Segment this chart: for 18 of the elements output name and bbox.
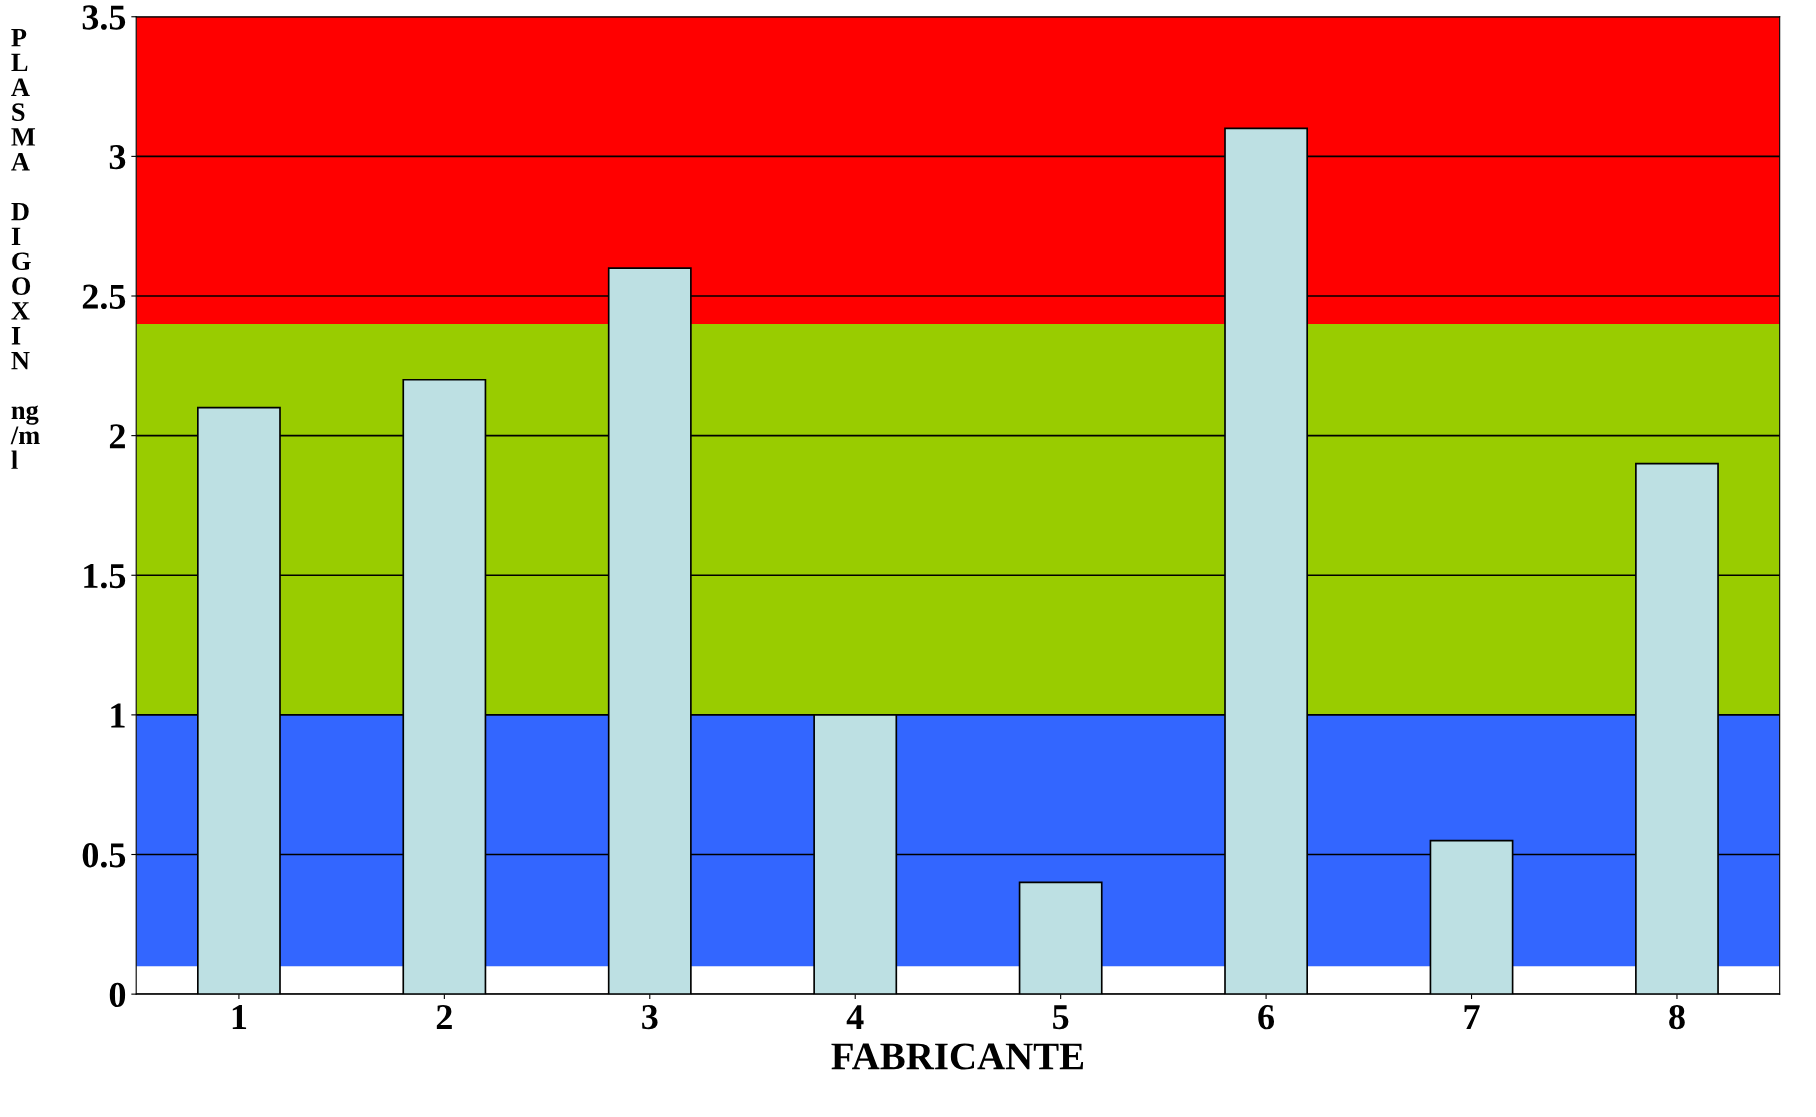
x-tick-label: 5 xyxy=(1053,1005,1069,1030)
y-tick-label: 3 xyxy=(109,145,126,170)
x-tick-label: 3 xyxy=(642,1005,658,1030)
text: PLASMA DIGOXIN ng/ml xyxy=(10,28,40,469)
x-tick-label: 1 xyxy=(232,1005,247,1029)
y-tick-label: 0 xyxy=(109,982,126,1008)
x-tick-label: 6 xyxy=(1258,1005,1275,1030)
y-tick-label: 1 xyxy=(111,703,125,728)
y-tick-label: 0.5 xyxy=(82,843,126,868)
x-tick-label: 8 xyxy=(1669,1004,1685,1030)
y-tick-label: 1.5 xyxy=(84,563,126,589)
x-tick-label: 7 xyxy=(1464,1005,1480,1029)
y-tick-label: 2.5 xyxy=(82,284,126,310)
y-tick-label: 3.5 xyxy=(82,5,126,30)
x-axis-title: FABRICANTE xyxy=(831,1043,1084,1070)
x-tick-label: 4 xyxy=(846,1005,864,1029)
y-tick-label: 2 xyxy=(109,424,125,449)
x-tick-label: 2 xyxy=(436,1005,452,1029)
